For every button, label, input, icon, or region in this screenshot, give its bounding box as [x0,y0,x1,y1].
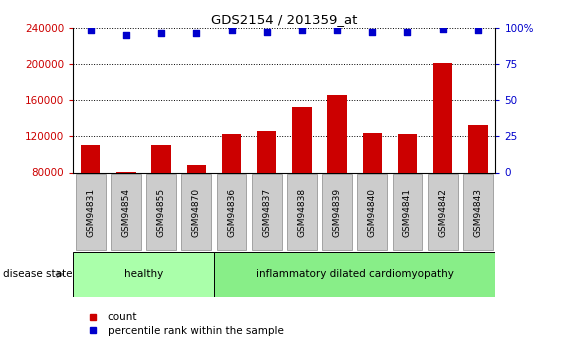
Point [438,26,447,32]
FancyBboxPatch shape [392,174,422,250]
FancyBboxPatch shape [463,174,493,250]
Text: GSM94837: GSM94837 [262,188,271,237]
Bar [257,131,276,172]
FancyBboxPatch shape [358,174,387,250]
Point [122,32,131,38]
Point [403,29,412,35]
Point [192,31,201,36]
Bar [328,95,347,172]
Bar [187,165,206,172]
Bar [363,132,382,172]
Point [157,31,166,36]
Legend: count, percentile rank within the sample: count, percentile rank within the sample [78,308,288,340]
Text: GSM94838: GSM94838 [297,188,306,237]
Text: GSM94855: GSM94855 [157,188,166,237]
Text: GSM94840: GSM94840 [368,188,377,237]
FancyBboxPatch shape [181,174,211,250]
Text: GSM94854: GSM94854 [122,188,131,237]
Point [297,28,306,33]
Bar [151,145,171,172]
Point [473,28,482,33]
FancyBboxPatch shape [322,174,352,250]
FancyBboxPatch shape [217,174,247,250]
Text: GSM94842: GSM94842 [438,188,447,237]
Bar [433,63,452,172]
Text: GSM94839: GSM94839 [333,188,342,237]
Point [368,29,377,35]
FancyBboxPatch shape [428,174,458,250]
Text: healthy: healthy [124,269,163,279]
Point [86,28,95,33]
Title: GDS2154 / 201359_at: GDS2154 / 201359_at [211,13,358,27]
Point [227,28,236,33]
Text: GSM94836: GSM94836 [227,188,236,237]
Bar [81,145,100,172]
Text: inflammatory dilated cardiomyopathy: inflammatory dilated cardiomyopathy [256,269,454,279]
Bar [398,135,417,172]
Bar [292,107,311,172]
FancyBboxPatch shape [111,174,141,250]
FancyBboxPatch shape [76,174,106,250]
Bar [73,252,214,297]
FancyBboxPatch shape [287,174,317,250]
Bar [214,252,495,297]
Text: disease state: disease state [3,269,72,279]
Point [262,29,271,35]
Text: GSM94841: GSM94841 [403,188,412,237]
FancyBboxPatch shape [252,174,282,250]
Text: GSM94831: GSM94831 [86,188,95,237]
Text: GSM94843: GSM94843 [473,188,482,237]
Text: GSM94870: GSM94870 [192,188,201,237]
Bar [222,135,241,172]
Point [333,28,342,33]
Bar [468,125,488,172]
FancyBboxPatch shape [146,174,176,250]
